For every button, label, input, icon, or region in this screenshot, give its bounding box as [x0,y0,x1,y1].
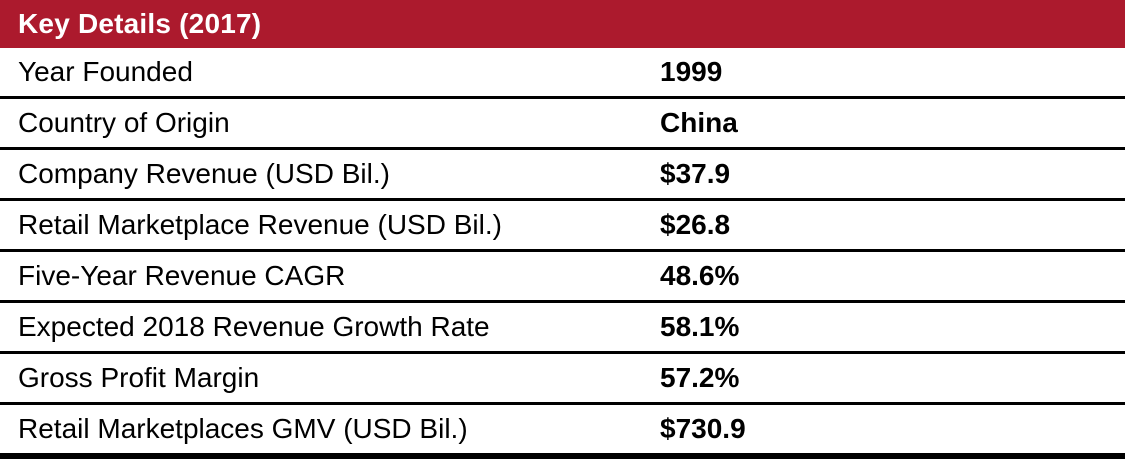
row-label: Gross Profit Margin [18,362,260,393]
table-title: Key Details (2017) [18,8,262,39]
row-value: 57.2% [660,362,740,393]
table-row: Five-Year Revenue CAGR 48.6% [0,252,1125,303]
row-label: Country of Origin [18,107,230,138]
row-value: $26.8 [660,209,731,240]
row-value: China [660,107,738,138]
row-label: Company Revenue (USD Bil.) [18,158,390,189]
row-value: $730.9 [660,413,746,444]
row-label: Expected 2018 Revenue Growth Rate [18,311,490,342]
row-value: 1999 [660,56,723,87]
row-label: Five-Year Revenue CAGR [18,260,346,291]
row-value: 58.1% [660,311,740,342]
table-row: Country of Origin China [0,99,1125,150]
table-row: Company Revenue (USD Bil.) $37.9 [0,150,1125,201]
row-value: $37.9 [660,158,731,189]
table-body: Year Founded 1999 Country of Origin Chin… [0,48,1125,459]
row-label: Year Founded [18,56,193,87]
table-row: Gross Profit Margin 57.2% [0,354,1125,405]
table-row: Expected 2018 Revenue Growth Rate 58.1% [0,303,1125,354]
row-label: Retail Marketplaces GMV (USD Bil.) [18,413,468,444]
row-label: Retail Marketplace Revenue (USD Bil.) [18,209,502,240]
table-row: Year Founded 1999 [0,48,1125,99]
row-value: 48.6% [660,260,740,291]
table-row: Retail Marketplaces GMV (USD Bil.) $730.… [0,405,1125,459]
table-header-bar: Key Details (2017) [0,0,1125,48]
table-row: Retail Marketplace Revenue (USD Bil.) $2… [0,201,1125,252]
